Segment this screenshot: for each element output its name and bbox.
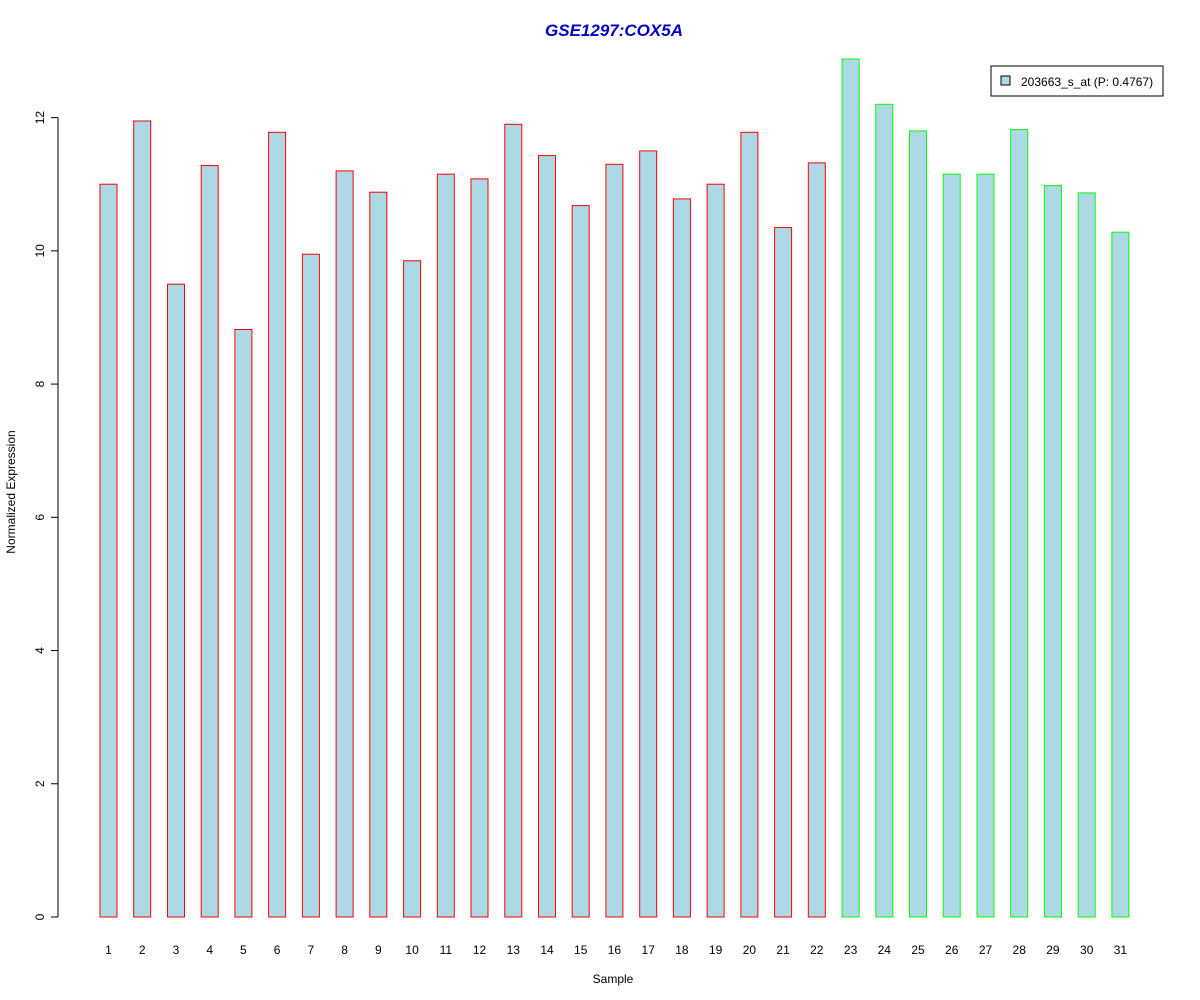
y-tick-label: 12	[33, 111, 47, 125]
x-tick-label: 13	[507, 943, 521, 957]
bar-sample-25	[909, 130, 927, 918]
x-tick-label: 8	[341, 943, 348, 957]
bar-sample-15	[571, 205, 590, 918]
y-tick-label: 10	[33, 244, 47, 258]
bar-sample-22	[807, 162, 826, 918]
bar-sample-28	[1010, 129, 1029, 918]
bar-sample-1	[99, 183, 118, 918]
bar-sample-18	[672, 198, 691, 918]
bar-sample-14	[538, 155, 556, 918]
bar-sample-30	[1077, 192, 1096, 918]
x-tick-label: 7	[308, 943, 315, 957]
bar-sample-7	[301, 253, 320, 918]
x-tick-label: 19	[709, 943, 723, 957]
y-tick-label: 8	[33, 380, 47, 387]
x-tick-label: 27	[979, 943, 993, 957]
x-axis-tick-labels: 1 2 3 4 5 6 7 8 9 10 11 12 13 14 15 16 17 18 19 20 21 22 23 24 2…	[105, 943, 1127, 957]
y-axis: 0 2 4 6 8 10 12	[33, 111, 59, 920]
x-tick-label: 26	[945, 943, 959, 957]
x-tick-label: 16	[608, 943, 622, 957]
x-tick-label: 25	[911, 943, 925, 957]
bar-sample-26	[942, 173, 961, 918]
x-tick-label: 11	[440, 943, 453, 957]
bar-sample-3	[167, 283, 185, 918]
bar-sample-5	[234, 329, 253, 918]
bar-sample-6	[268, 131, 287, 918]
x-tick-label: 20	[743, 943, 757, 957]
x-tick-label: 10	[405, 943, 419, 957]
x-tick-label: 30	[1080, 943, 1094, 957]
legend-label: 203663_s_at (P: 0.4767)	[1021, 75, 1153, 89]
chart-title: GSE1297:COX5A	[545, 21, 683, 40]
x-tick-label: 3	[173, 943, 180, 957]
bar-sample-21	[774, 227, 793, 918]
x-tick-label: 17	[642, 943, 656, 957]
bar-sample-8	[335, 170, 354, 918]
x-tick-label: 28	[1013, 943, 1027, 957]
x-tick-label: 4	[206, 943, 213, 957]
bar-sample-20	[740, 131, 759, 918]
legend-swatch	[1000, 75, 1011, 86]
x-tick-label: 21	[776, 943, 790, 957]
bar-sample-24	[875, 103, 894, 918]
y-tick-label: 6	[33, 514, 47, 521]
legend-box	[990, 65, 1164, 97]
x-tick-label: 29	[1046, 943, 1060, 957]
bar-sample-12	[470, 178, 489, 918]
x-tick-label: 6	[274, 943, 281, 957]
x-tick-label: 24	[878, 943, 892, 957]
x-tick-label: 2	[139, 943, 146, 957]
bar-sample-23	[841, 58, 860, 918]
bar-sample-11	[436, 173, 455, 918]
bar-sample-19	[706, 183, 725, 918]
y-tick-label: 2	[33, 780, 47, 787]
bar-sample-13	[504, 123, 523, 918]
y-tick-label: 0	[33, 913, 47, 920]
bar-sample-17	[639, 150, 658, 918]
x-tick-label: 14	[540, 943, 554, 957]
bar-sample-4	[200, 165, 219, 918]
bars	[99, 58, 1130, 918]
bar-sample-16	[605, 163, 624, 918]
x-tick-label: 22	[810, 943, 824, 957]
bar-sample-2	[133, 120, 152, 918]
x-tick-label: 9	[375, 943, 382, 957]
y-tick-label: 4	[33, 647, 47, 654]
x-tick-label: 18	[675, 943, 689, 957]
x-tick-label: 15	[574, 943, 588, 957]
bar-sample-31	[1111, 231, 1130, 918]
bar-sample-27	[976, 173, 995, 918]
x-tick-label: 5	[240, 943, 247, 957]
x-tick-label: 12	[473, 943, 487, 957]
bar-sample-29	[1043, 185, 1062, 918]
legend: 203663_s_at (P: 0.4767)	[990, 65, 1164, 97]
x-axis-label: Sample	[593, 972, 634, 986]
bar-sample-9	[369, 191, 388, 918]
x-tick-label: 23	[844, 943, 858, 957]
y-axis-label: Normalized Expression	[4, 430, 18, 553]
x-tick-label: 1	[105, 943, 112, 957]
x-tick-label: 31	[1114, 943, 1128, 957]
bar-sample-10	[403, 260, 422, 918]
